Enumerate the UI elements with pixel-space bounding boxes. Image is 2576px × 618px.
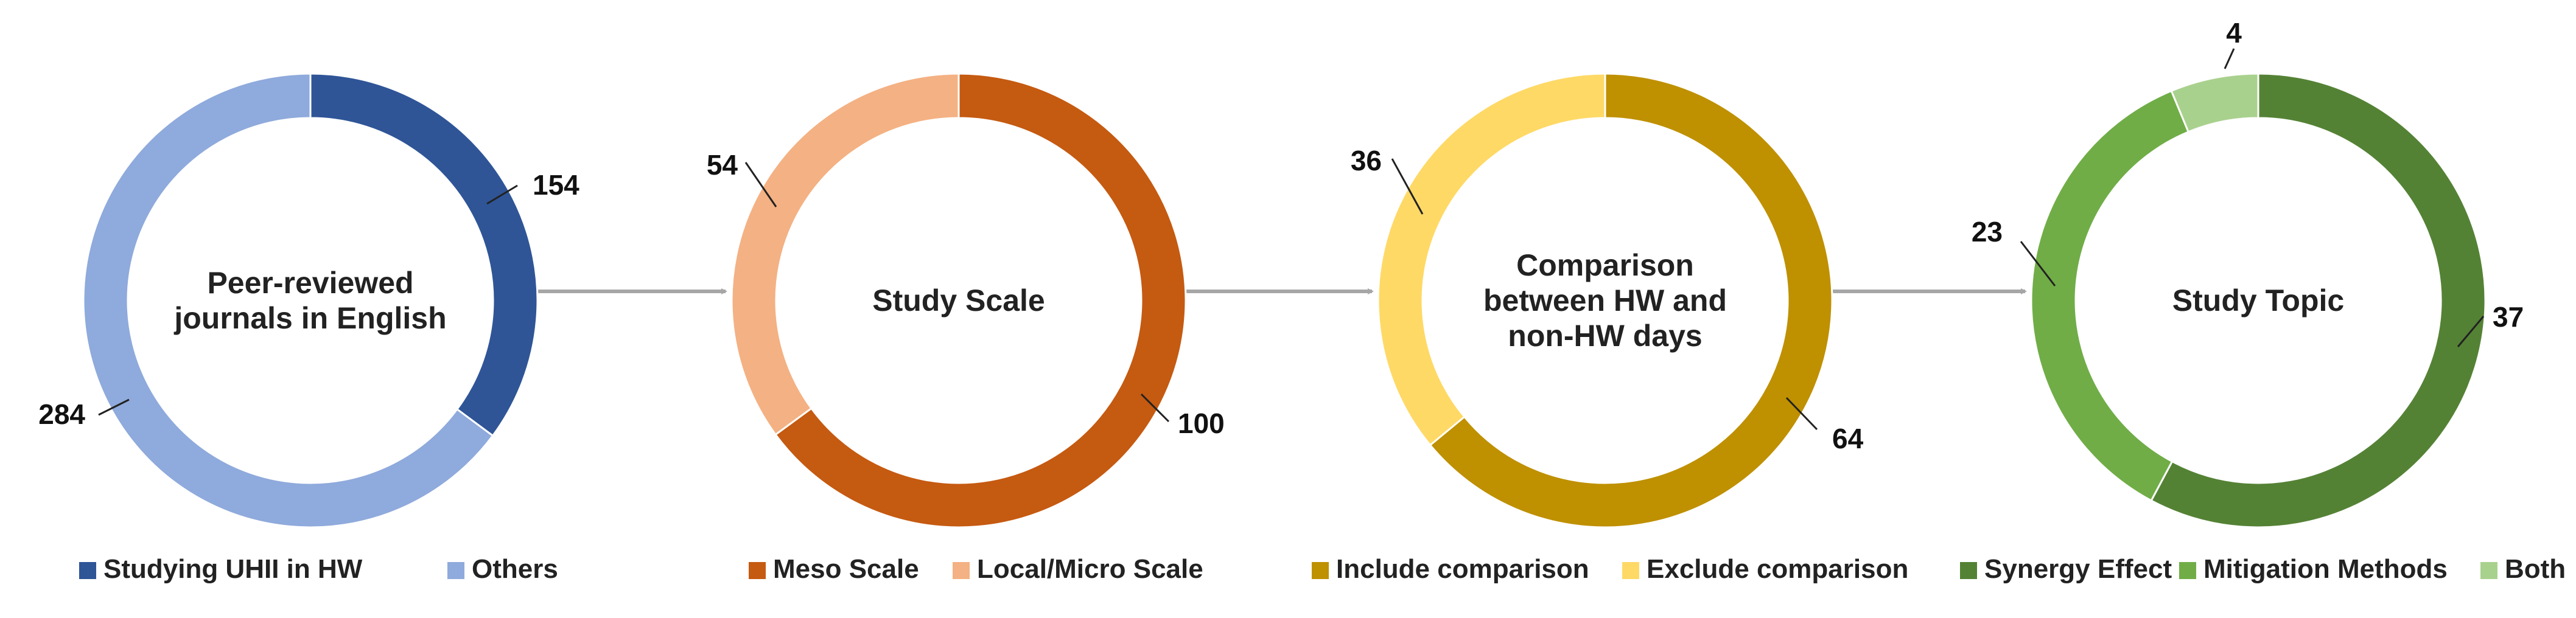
legend-swatch [1960,562,1977,579]
data-label: 37 [2493,301,2524,333]
legend-label: Local/Micro Scale [977,554,1203,584]
data-label: 4 [2226,17,2242,49]
legend-label: Include comparison [1336,554,1589,584]
legend-entry: Others [447,554,558,584]
leader-line [1140,393,1170,423]
leader-line [2457,316,2485,347]
legend-label: Synergy Effect [1984,554,2172,584]
legend-entry: Exclude comparison [1622,554,1908,584]
legend-entry: Local/Micro Scale [953,554,1203,584]
legend-entry: Studying UHII in HW [79,554,363,584]
donut-slice [1377,72,1606,446]
leader-line [98,398,130,416]
leader-line [744,162,777,207]
legend-label: Both [2505,554,2566,584]
legend-swatch [1622,562,1639,579]
center-label: Comparison [1516,248,1694,282]
legend-swatch [79,562,96,579]
legend-label: Mitigation Methods [2203,554,2448,584]
leader-line [486,184,518,205]
data-label: 154 [533,169,579,201]
center-label: Study Topic [2172,283,2344,318]
data-label: 284 [38,398,85,430]
donut-slice [774,72,1187,529]
donut-chart-4: 37 23 4 Study Topic [1972,17,2524,529]
legend-label: Studying UHII in HW [103,554,363,584]
center-label: Peer-reviewed [207,266,413,300]
legend-swatch [1312,562,1329,579]
leader-line [1391,158,1424,215]
center-label: non-HW days [1508,319,1702,353]
legends: Studying UHII in HW Others Meso Scale Local… [79,554,2566,584]
data-label: 36 [1351,145,1382,176]
donut-slice [1429,72,1833,529]
donut-slice [2150,72,2487,529]
legend-entry: Synergy Effect [1960,554,2172,584]
legend-entry: Include comparison [1312,554,1589,584]
data-label: 64 [1832,423,1864,454]
legend-swatch [2179,562,2196,579]
flow-arrow [506,283,727,300]
donut-slice [82,72,494,529]
legend-swatch [953,562,970,579]
donut-slice [730,72,960,436]
legend-entry: Both [2480,554,2566,584]
legend-swatch [447,562,464,579]
center-label: Study Scale [872,283,1045,318]
legend-swatch [2480,562,2497,579]
legend-label: Meso Scale [773,554,919,584]
legend-entry: Mitigation Methods [2179,554,2448,584]
legend-swatch [749,562,766,579]
leader-line [2224,48,2235,69]
leader-line [2020,241,2056,286]
donut-slice [309,72,539,437]
data-label: 100 [1178,408,1225,439]
flow-arrow [1801,283,2027,300]
center-label: journals in English [173,301,446,335]
legend-label: Exclude comparison [1647,554,1908,584]
donut-slice [2030,89,2190,502]
data-label: 23 [1972,216,2003,248]
legend-entry: Meso Scale [749,554,919,584]
data-label: 54 [707,149,738,181]
donut-slice [2170,72,2259,133]
flow-arrow [1154,283,1374,300]
leader-line [1785,397,1818,431]
donut-chart-2: 100 54 Study Scale [707,72,1225,529]
center-label: between HW and [1483,283,1727,318]
legend-label: Others [472,554,558,584]
